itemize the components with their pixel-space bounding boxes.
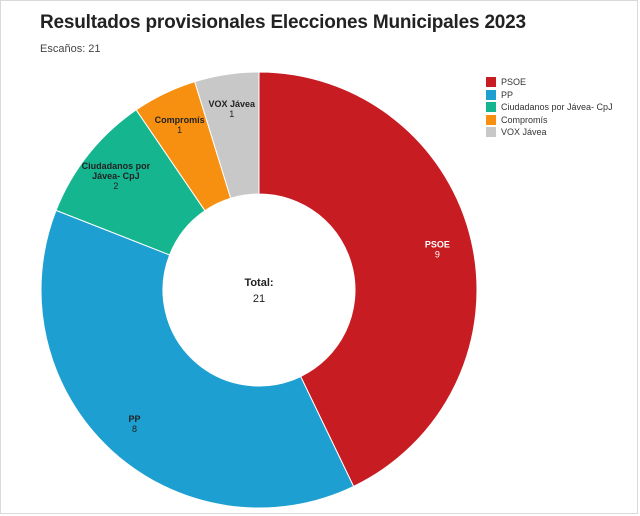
legend-swatch — [486, 102, 496, 112]
slice-value-ciudadanos-por-javea-cpj: 2 — [113, 181, 118, 191]
legend-item-compromis[interactable]: Compromís — [486, 114, 613, 126]
legend-swatch — [486, 114, 496, 125]
slice-value-compromis: 1 — [177, 125, 182, 135]
chart-title: Resultados provisionales Elecciones Muni… — [40, 12, 526, 33]
legend-item-pp[interactable]: PP — [486, 89, 613, 101]
slice-label-psoe: PSOE 9 — [425, 239, 450, 259]
legend-item-vox-javea[interactable]: VOX Jávea — [486, 126, 613, 138]
slice-value-vox-javea: 1 — [229, 109, 234, 119]
legend-label: Compromís — [501, 114, 548, 125]
legend-label: PP — [501, 89, 514, 100]
legend-label: PSOE — [501, 77, 527, 87]
legend-label: VOX Jávea — [501, 127, 547, 137]
slice-label-pp: PP 8 — [129, 414, 141, 434]
slice-vox-javea[interactable] — [194, 71, 260, 199]
slice-label-ciudadanos-por-javea-cpj: Ciudadanos por Jávea- CpJ 2 — [82, 161, 151, 191]
legend-swatch — [486, 89, 496, 100]
legend-swatch — [486, 77, 496, 87]
legend-item-ciudadanos-por-javea-cpj[interactable]: Ciudadanos por Jávea- CpJ — [486, 101, 613, 113]
center-total-label: Total: — [244, 277, 273, 289]
slice-value-psoe: 9 — [435, 249, 440, 259]
legend-swatch — [486, 127, 496, 137]
slices-group — [40, 71, 478, 509]
center-total-value: 21 — [253, 293, 265, 305]
seat-count-subtitle: Escaños: 21 — [40, 43, 101, 55]
slice-labels-group: PSOE 9 PP 8 Ciudadanos por Jávea- CpJ 2 Comprom… — [82, 99, 450, 434]
slice-value-pp: 8 — [132, 424, 137, 434]
slice-psoe[interactable] — [258, 71, 478, 488]
legend-item-psoe[interactable]: PSOE — [486, 76, 613, 88]
legend-label: Ciudadanos por Jávea- CpJ — [501, 102, 613, 112]
slice-label-compromis: Compromís 1 — [155, 115, 205, 135]
slice-label-vox-javea: VOX Jávea 1 — [208, 99, 256, 119]
chart-legend: PSOE PP Ciudadanos por Jávea- CpJ Compromís… — [486, 76, 613, 139]
slice-pp[interactable] — [40, 209, 355, 509]
